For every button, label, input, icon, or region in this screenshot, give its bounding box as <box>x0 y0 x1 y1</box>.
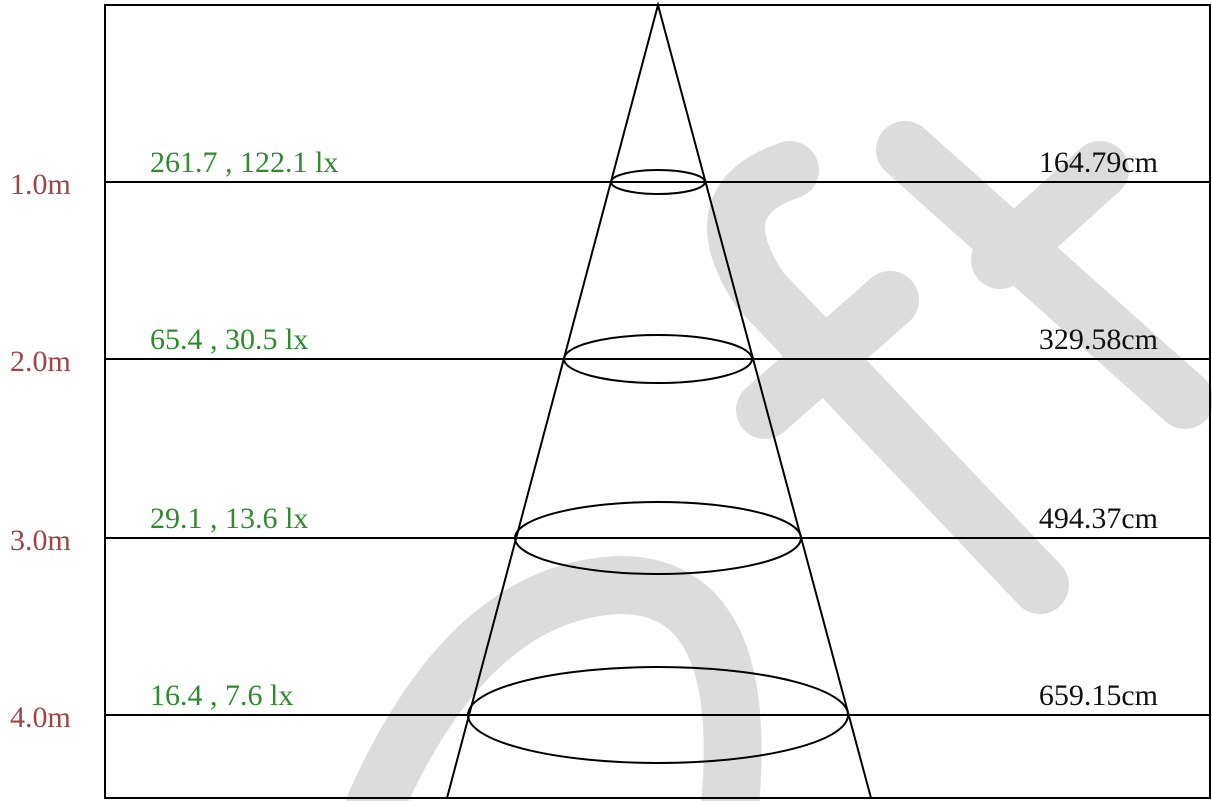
levels: 1.0m 261.7 , 122.1 lx 164.79cm 2.0m 65.4 , 3… <box>10 146 1210 764</box>
illuminance-label: 261.7 , 122.1 lx <box>150 146 338 179</box>
diameter-label: 164.79cm <box>1039 146 1158 179</box>
illuminance-label: 65.4 , 30.5 lx <box>150 323 308 356</box>
distance-label: 3.0m <box>10 524 71 557</box>
distance-label: 2.0m <box>10 345 71 378</box>
diameter-label: 659.15cm <box>1039 679 1158 712</box>
beam-cone <box>446 1 872 799</box>
distance-label: 4.0m <box>10 701 71 734</box>
diameter-label: 494.37cm <box>1039 502 1158 535</box>
illuminance-label: 29.1 , 13.6 lx <box>150 502 308 535</box>
diameter-label: 329.58cm <box>1039 323 1158 356</box>
illuminance-label: 16.4 , 7.6 lx <box>150 679 293 712</box>
distance-label: 1.0m <box>10 168 71 201</box>
